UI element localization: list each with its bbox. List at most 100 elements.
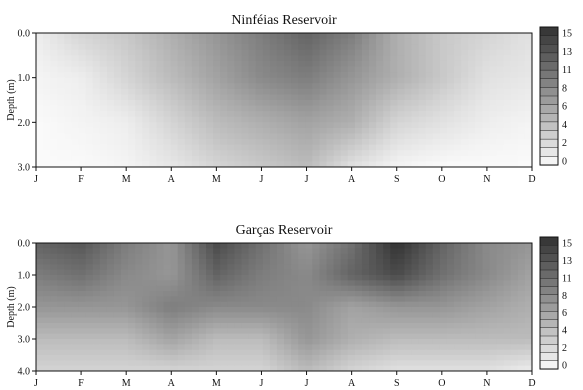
- field-cell: [262, 365, 271, 372]
- field-cell: [135, 155, 143, 162]
- field-cell: [135, 133, 143, 140]
- field-cell: [184, 328, 193, 335]
- field-cell: [149, 264, 157, 271]
- field-cell: [291, 144, 299, 151]
- field-cell: [468, 243, 476, 249]
- field-cell: [489, 77, 498, 84]
- field-cell: [340, 150, 349, 157]
- field-cell: [276, 243, 285, 249]
- field-cell: [312, 248, 320, 255]
- field-cell: [312, 116, 320, 123]
- field-cell: [206, 105, 214, 112]
- field-cell: [503, 83, 512, 90]
- field-cell: [383, 55, 391, 62]
- field-cell: [369, 83, 377, 90]
- field-cell: [92, 72, 101, 79]
- field-cell: [383, 77, 391, 84]
- field-cell: [64, 155, 72, 162]
- field-cell: [269, 72, 278, 79]
- field-cell: [135, 328, 143, 335]
- field-cell: [191, 275, 200, 281]
- field-cell: [99, 328, 108, 335]
- field-cell: [446, 66, 455, 73]
- field-cell: [454, 243, 462, 249]
- field-cell: [50, 44, 58, 51]
- field-cell: [354, 269, 363, 276]
- field-cell: [425, 301, 434, 308]
- field-cell: [291, 269, 299, 276]
- field-cell: [503, 285, 512, 292]
- field-cell: [383, 344, 391, 351]
- field-cell: [36, 33, 44, 40]
- field-cell: [312, 122, 320, 129]
- field-cell: [156, 243, 165, 249]
- field-cell: [106, 127, 115, 134]
- field-cell: [92, 105, 101, 112]
- field-cell: [57, 116, 65, 123]
- field-cell: [284, 264, 292, 271]
- field-cell: [85, 60, 94, 67]
- field-cell: [524, 100, 533, 107]
- field-cell: [475, 111, 483, 118]
- field-cell: [319, 105, 328, 112]
- field-cell: [333, 66, 342, 73]
- field-cell: [361, 66, 370, 73]
- field-cell: [489, 259, 498, 265]
- field-cell: [291, 33, 299, 40]
- field-cell: [106, 105, 115, 112]
- field-cell: [312, 100, 320, 107]
- field-cell: [142, 83, 150, 90]
- field-cell: [142, 365, 150, 372]
- colorbar-step: [539, 344, 559, 354]
- field-cell: [220, 339, 228, 345]
- field-cell: [149, 259, 157, 265]
- field-cell: [71, 44, 80, 51]
- field-cell: [241, 365, 250, 372]
- field-cell: [397, 344, 405, 351]
- field-cell: [439, 259, 448, 265]
- field-cell: [496, 307, 505, 313]
- field-cell: [206, 248, 214, 255]
- field-cell: [64, 365, 72, 372]
- field-cell: [446, 280, 455, 287]
- field-cell: [241, 139, 250, 146]
- field-cell: [291, 296, 299, 303]
- field-cell: [262, 355, 271, 361]
- field-cell: [482, 127, 490, 134]
- field-cell: [36, 155, 44, 162]
- field-cell: [142, 55, 150, 62]
- field-cell: [517, 161, 526, 168]
- field-cell: [227, 312, 235, 319]
- field-cell: [36, 144, 44, 151]
- field-cell: [255, 312, 264, 319]
- field-cell: [241, 66, 250, 73]
- field-cell: [50, 122, 58, 129]
- field-cell: [276, 60, 285, 67]
- field-cell: [248, 133, 257, 140]
- field-cell: [503, 139, 512, 146]
- field-cell: [269, 296, 278, 303]
- field-cell: [191, 105, 200, 112]
- field-cell: [177, 77, 186, 84]
- field-cell: [418, 365, 427, 372]
- colorbar-step: [539, 121, 559, 132]
- field-cell: [227, 333, 235, 340]
- field-cell: [439, 355, 448, 361]
- field-cell: [113, 312, 122, 319]
- field-cell: [241, 280, 250, 287]
- field-cell: [191, 312, 200, 319]
- field-cell: [468, 344, 476, 351]
- field-cell: [291, 49, 299, 56]
- field-cell: [255, 116, 264, 123]
- x-tick-label: J: [34, 174, 38, 185]
- field-cell: [78, 344, 87, 351]
- field-cell: [432, 360, 441, 367]
- field-cell: [432, 333, 441, 340]
- field-cell: [234, 280, 242, 287]
- field-cell: [489, 291, 498, 297]
- field-cell: [454, 116, 462, 123]
- field-cell: [454, 296, 462, 303]
- field-cell: [85, 355, 94, 361]
- field-cell: [390, 264, 398, 271]
- field-cell: [496, 296, 505, 303]
